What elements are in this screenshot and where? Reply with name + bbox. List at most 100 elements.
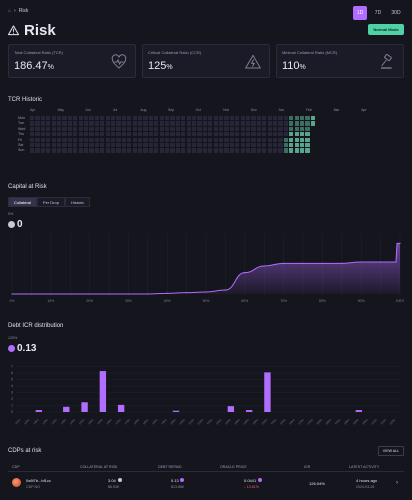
heatmap-cell[interactable] — [208, 143, 213, 148]
heatmap-cell[interactable] — [46, 116, 51, 121]
heatmap-cell[interactable] — [159, 126, 164, 132]
data-point[interactable] — [244, 272, 246, 274]
heatmap-cell[interactable] — [305, 126, 310, 132]
heatmap-cell[interactable] — [219, 143, 224, 148]
heatmap-cell[interactable] — [186, 126, 191, 132]
heatmap-cell[interactable] — [84, 132, 89, 137]
heatmap-cell[interactable] — [305, 132, 310, 137]
heatmap-cell[interactable] — [235, 143, 240, 148]
heatmap-cell[interactable] — [105, 121, 110, 126]
data-point[interactable] — [302, 262, 304, 264]
heatmap-cell[interactable] — [154, 143, 159, 148]
heatmap-cell[interactable] — [73, 116, 78, 121]
heatmap-cell[interactable] — [94, 137, 100, 142]
heatmap-cell[interactable] — [94, 132, 100, 137]
heatmap-cell[interactable] — [300, 126, 305, 132]
heatmap-cell[interactable] — [170, 132, 175, 137]
heatmap-cell[interactable] — [94, 121, 100, 126]
heatmap-cell[interactable] — [165, 126, 170, 132]
heatmap-cell[interactable] — [121, 143, 127, 148]
heatmap-cell[interactable] — [116, 148, 121, 153]
heatmap-cell[interactable] — [289, 126, 294, 132]
heatmap-cell[interactable] — [273, 137, 278, 142]
heatmap-cell[interactable] — [121, 116, 127, 121]
heatmap-cell[interactable] — [154, 116, 159, 121]
heatmap-cell[interactable] — [192, 116, 197, 121]
heatmap-cell[interactable] — [170, 148, 175, 153]
heatmap-cell[interactable] — [148, 126, 154, 132]
heatmap-cell[interactable] — [273, 148, 278, 153]
heatmap-cell[interactable] — [213, 116, 218, 121]
heatmap-cell[interactable] — [181, 143, 186, 148]
heatmap-cell[interactable] — [273, 121, 278, 126]
heatmap-cell[interactable] — [159, 116, 164, 121]
heatmap-cell[interactable] — [78, 132, 83, 137]
heatmap-cell[interactable] — [100, 116, 105, 121]
heatmap-cell[interactable] — [283, 116, 289, 121]
heatmap-cell[interactable] — [165, 121, 170, 126]
heatmap-cell[interactable] — [267, 143, 272, 148]
heatmap-cell[interactable] — [175, 132, 181, 137]
heatmap-cell[interactable] — [251, 143, 256, 148]
heatmap-cell[interactable] — [105, 126, 110, 132]
heatmap-cell[interactable] — [94, 126, 100, 132]
heatmap-cell[interactable] — [132, 148, 137, 153]
heatmap-cell[interactable] — [51, 137, 56, 142]
heatmap-cell[interactable] — [224, 137, 229, 142]
heatmap-cell[interactable] — [35, 148, 40, 153]
heatmap-cell[interactable] — [73, 143, 78, 148]
heatmap-cell[interactable] — [51, 126, 56, 132]
data-point[interactable] — [341, 262, 343, 264]
heatmap-cell[interactable] — [246, 148, 251, 153]
heatmap-cell[interactable] — [111, 143, 116, 148]
heatmap-cell[interactable] — [165, 116, 170, 121]
chevron-right-icon[interactable]: › — [396, 480, 398, 486]
heatmap-cell[interactable] — [170, 137, 175, 142]
heatmap-cell[interactable] — [246, 126, 251, 132]
heatmap-cell[interactable] — [57, 132, 62, 137]
heatmap-cell[interactable] — [78, 143, 83, 148]
heatmap-cell[interactable] — [105, 143, 110, 148]
heatmap-cell[interactable] — [300, 143, 305, 148]
heatmap-cell[interactable] — [202, 137, 208, 142]
data-point[interactable] — [108, 293, 110, 295]
heatmap-cell[interactable] — [89, 143, 94, 148]
heatmap-cell[interactable] — [84, 126, 89, 132]
heatmap-cell[interactable] — [57, 143, 62, 148]
heatmap-cell[interactable] — [143, 121, 148, 126]
heatmap-cell[interactable] — [213, 143, 218, 148]
heatmap-cell[interactable] — [89, 132, 94, 137]
heatmap-cell[interactable] — [132, 116, 137, 121]
heatmap-cell[interactable] — [186, 148, 191, 153]
heatmap-cell[interactable] — [262, 126, 267, 132]
heatmap-cell[interactable] — [278, 116, 283, 121]
heatmap-cell[interactable] — [197, 126, 202, 132]
heatmap-cell[interactable] — [256, 132, 262, 137]
heatmap-cell[interactable] — [51, 148, 56, 153]
heatmap-cell[interactable] — [105, 116, 110, 121]
heatmap-cell[interactable] — [127, 137, 132, 142]
heatmap-cell[interactable] — [283, 126, 289, 132]
heatmap-cell[interactable] — [202, 143, 208, 148]
heatmap-cell[interactable] — [186, 132, 191, 137]
heatmap-cell[interactable] — [35, 137, 40, 142]
heatmap-cell[interactable] — [94, 148, 100, 153]
heatmap-cell[interactable] — [262, 143, 267, 148]
heatmap-cell[interactable] — [35, 143, 40, 148]
heatmap-cell[interactable] — [78, 126, 83, 132]
heatmap-cell[interactable] — [273, 143, 278, 148]
heatmap-cell[interactable] — [181, 137, 186, 142]
heatmap-cell[interactable] — [148, 137, 154, 142]
heatmap-cell[interactable] — [100, 137, 105, 142]
bar[interactable] — [355, 410, 363, 412]
heatmap-cell[interactable] — [35, 121, 40, 126]
heatmap-cell[interactable] — [262, 116, 267, 121]
heatmap-cell[interactable] — [278, 148, 283, 153]
heatmap-cell[interactable] — [67, 126, 73, 132]
heatmap-cell[interactable] — [73, 126, 78, 132]
heatmap-cell[interactable] — [229, 126, 235, 132]
bar[interactable] — [63, 406, 70, 412]
heatmap-cell[interactable] — [73, 121, 78, 126]
heatmap-cell[interactable] — [175, 148, 181, 153]
data-point[interactable] — [69, 293, 71, 295]
